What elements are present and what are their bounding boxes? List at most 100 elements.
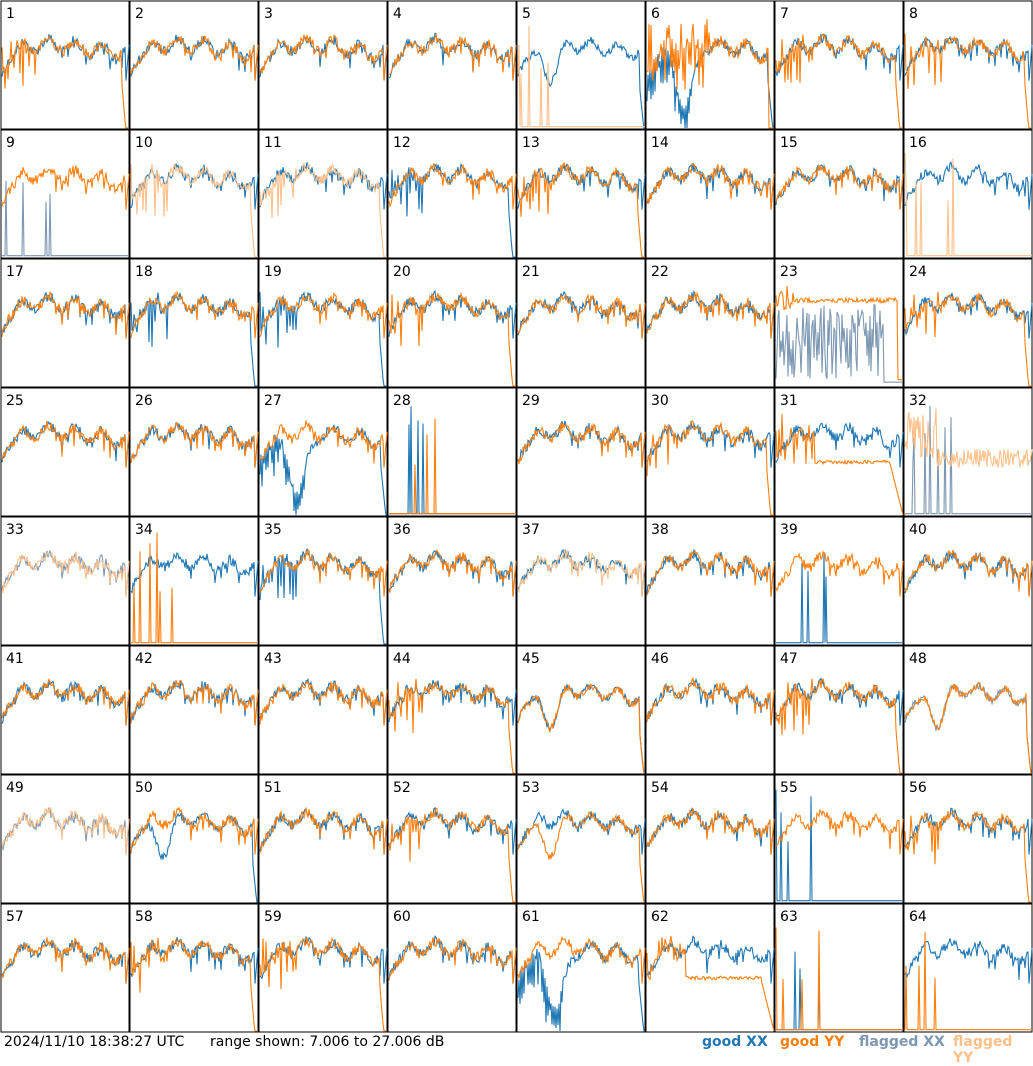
panel-50: 50 <box>129 774 259 904</box>
panel-frame <box>516 774 646 904</box>
panel-frame <box>645 258 775 388</box>
panel-28: 28 <box>387 387 517 517</box>
legend-good-xx: good XX <box>702 1034 768 1050</box>
series-yy-good <box>904 681 1032 774</box>
panel-1: 1 <box>0 0 130 130</box>
panel-frame <box>774 903 904 1033</box>
panel-frame <box>0 774 130 904</box>
series-xx-good <box>775 677 904 726</box>
panel-31: 31 <box>774 387 904 517</box>
panel-62: 62 <box>645 903 775 1033</box>
panel-34: 34 <box>129 516 259 646</box>
panel-label: 21 <box>522 264 540 280</box>
series-xx-good <box>775 789 903 902</box>
panel-label: 45 <box>522 651 540 667</box>
panel-frame <box>645 0 775 130</box>
panel-frame <box>129 0 259 130</box>
panel-23: 23 <box>774 258 904 388</box>
panel-label: 5 <box>522 6 531 22</box>
panel-label: 28 <box>393 393 411 409</box>
panel-frame <box>774 516 904 646</box>
panel-frame <box>258 258 388 388</box>
series-yy-good <box>130 937 258 1032</box>
range-label: range shown: 7.006 to 27.006 dB <box>210 1034 445 1050</box>
panel-label: 29 <box>522 393 540 409</box>
panel-label: 49 <box>6 780 24 796</box>
panel-label: 4 <box>393 6 402 22</box>
panel-label: 44 <box>393 651 411 667</box>
panel-5: 5 <box>516 0 646 130</box>
series-yy-good <box>775 33 903 129</box>
series-xx-flagged <box>2 180 129 257</box>
series-yy-good <box>259 680 388 726</box>
panel-29: 29 <box>516 387 646 517</box>
series-yy-good <box>389 32 517 81</box>
panel-6: 6 <box>645 0 775 130</box>
panel-frame <box>129 903 259 1033</box>
panel-11: 11 <box>258 129 388 259</box>
series-yy-good <box>388 291 516 387</box>
panel-label: 57 <box>6 909 24 925</box>
panel-frame <box>0 645 130 775</box>
series-yy-good <box>904 291 1032 387</box>
panel-label: 16 <box>909 135 927 151</box>
series-xx-good <box>775 422 904 468</box>
series-yy-good <box>775 165 904 210</box>
series-xx-good <box>388 806 517 855</box>
series-yy-good <box>388 163 517 210</box>
panel-frame <box>774 774 904 904</box>
panel-label: 31 <box>780 393 798 409</box>
panel-frame <box>0 903 130 1033</box>
panel-frame <box>0 516 130 646</box>
panel-label: 53 <box>522 780 540 796</box>
panel-20: 20 <box>387 258 517 388</box>
panel-label: 61 <box>522 909 540 925</box>
panel-45: 45 <box>516 645 646 775</box>
panel-label: 52 <box>393 780 411 796</box>
series-yy-good <box>388 678 516 774</box>
series-yy-good <box>259 420 388 468</box>
series-yy-good <box>517 811 645 903</box>
panel-frame <box>387 0 517 130</box>
panel-label: 12 <box>393 135 411 151</box>
series-xx-good <box>775 33 904 81</box>
series-yy-good <box>646 163 775 210</box>
panel-frame <box>903 645 1033 775</box>
panel-label: 64 <box>909 909 927 925</box>
series-yy-flagged <box>1 551 130 597</box>
panel-label: 26 <box>135 393 153 409</box>
panel-label: 11 <box>264 135 282 151</box>
panel-frame <box>258 645 388 775</box>
series-xx-good <box>646 935 775 984</box>
panel-frame <box>129 645 259 775</box>
panel-42: 42 <box>129 645 259 775</box>
series-xx-good <box>517 36 645 129</box>
panel-frame <box>645 903 775 1033</box>
panel-21: 21 <box>516 258 646 388</box>
series-yy-flagged <box>259 161 387 258</box>
series-yy-good <box>904 33 1032 129</box>
series-xx-good <box>646 421 775 468</box>
panel-51: 51 <box>258 774 388 904</box>
panel-label: 56 <box>909 780 927 796</box>
series-yy-good <box>130 806 259 855</box>
panel-frame <box>0 129 130 259</box>
panel-frame <box>516 645 646 775</box>
series-yy-flagged <box>130 163 258 258</box>
series-yy-good <box>775 549 904 597</box>
panel-41: 41 <box>0 645 130 775</box>
panel-frame <box>645 645 775 775</box>
series-yy-good <box>646 291 775 339</box>
panel-label: 7 <box>780 6 789 22</box>
series-yy-good <box>517 935 646 984</box>
series-yy-good <box>1 165 130 210</box>
panel-label: 10 <box>135 135 153 151</box>
legend-good-yy: good YY <box>780 1034 845 1050</box>
panel-43: 43 <box>258 645 388 775</box>
panel-label: 27 <box>264 393 282 409</box>
panel-label: 13 <box>522 135 540 151</box>
panel-label: 2 <box>135 6 144 22</box>
panel-frame <box>129 387 259 517</box>
panel-label: 15 <box>780 135 798 151</box>
